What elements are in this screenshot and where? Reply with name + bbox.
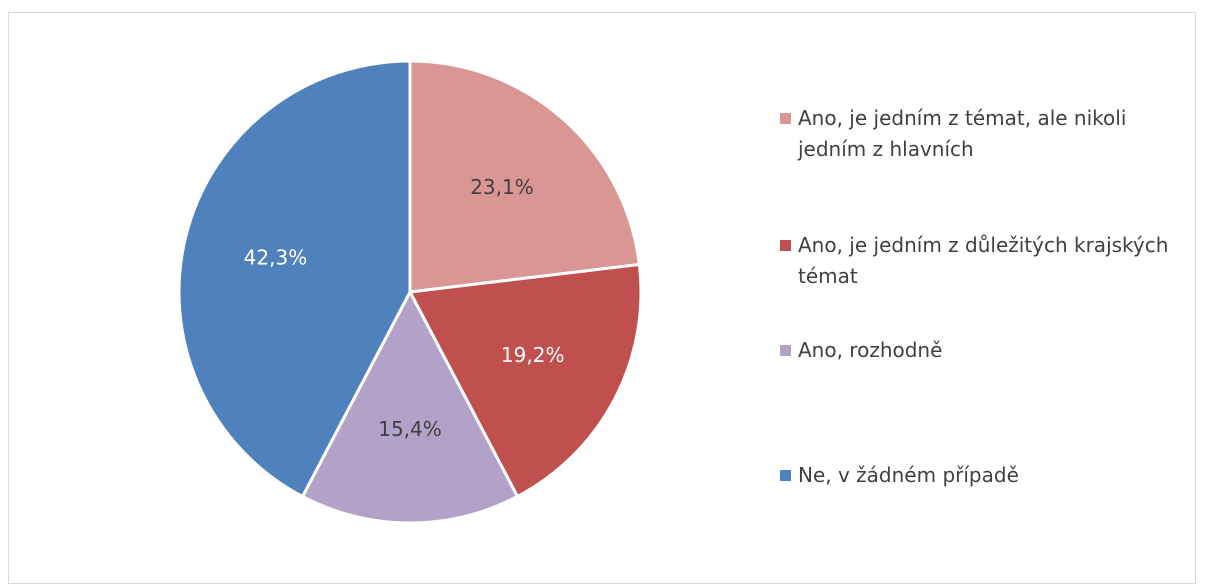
data-label: 42,3% <box>244 245 308 269</box>
chart-frame <box>8 12 1196 584</box>
legend-label: Ano, je jedním z témat, ale nikoli jední… <box>798 106 1127 161</box>
pie-slice <box>300 288 520 525</box>
legend-label: Ano, je jedním z důležitých krajských té… <box>798 233 1169 288</box>
legend-swatch <box>780 470 791 481</box>
legend-item: Ano, rozhodně <box>780 335 1180 366</box>
data-label: 19,2% <box>501 343 565 367</box>
pie-slice <box>177 59 412 499</box>
legend-item: Ano, je jedním z důležitých krajských té… <box>780 230 1180 292</box>
legend-label: Ne, v žádném případě <box>798 463 1019 487</box>
data-label: 23,1% <box>470 175 534 199</box>
legend-swatch <box>780 240 791 251</box>
pie-slice <box>407 262 643 499</box>
legend-item: Ne, v žádném případě <box>780 460 1180 491</box>
legend-item: Ano, je jedním z témat, ale nikoli jední… <box>780 103 1180 165</box>
data-label: 15,4% <box>378 417 442 441</box>
legend-swatch <box>780 345 791 356</box>
legend-label: Ano, rozhodně <box>798 338 943 362</box>
legend-swatch <box>780 113 791 124</box>
pie-slice <box>408 59 642 294</box>
